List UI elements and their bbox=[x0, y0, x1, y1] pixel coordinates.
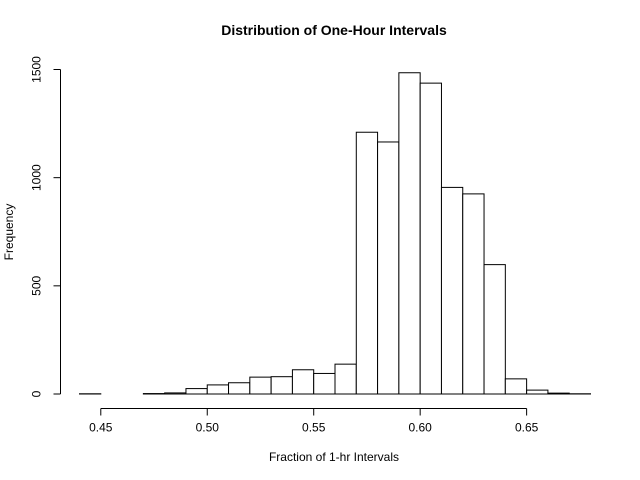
chart-title: Distribution of One-Hour Intervals bbox=[221, 22, 447, 38]
y-tick-label: 0 bbox=[30, 390, 44, 397]
x-tick-label: 0.60 bbox=[408, 421, 432, 435]
histogram-bar bbox=[377, 141, 400, 395]
x-tick-label: 0.50 bbox=[196, 421, 220, 435]
histogram-bar bbox=[462, 193, 485, 395]
histogram-bar bbox=[504, 378, 528, 395]
x-axis: 0.45 0.50 0.55 0.60 0.65 bbox=[89, 408, 539, 435]
y-axis-label: Frequency bbox=[2, 204, 16, 261]
histogram-bar bbox=[355, 131, 379, 395]
histogram-bar bbox=[185, 388, 208, 395]
histogram-bar bbox=[526, 389, 549, 395]
x-tick-label: 0.65 bbox=[515, 421, 539, 435]
histogram-bar bbox=[164, 392, 187, 395]
bars-group bbox=[79, 72, 592, 395]
x-tick-label: 0.55 bbox=[302, 421, 326, 435]
y-tick-label: 1500 bbox=[30, 56, 44, 83]
histogram-bar bbox=[334, 363, 357, 395]
histogram-bar bbox=[313, 372, 336, 395]
histogram-bar bbox=[419, 82, 442, 395]
histogram-bar bbox=[206, 384, 230, 395]
histogram-bar bbox=[270, 376, 293, 395]
histogram-bar bbox=[483, 264, 506, 395]
y-tick-label: 500 bbox=[30, 276, 44, 296]
x-axis-label: Fraction of 1-hr Intervals bbox=[269, 450, 399, 464]
histogram-bar bbox=[547, 392, 570, 395]
y-tick-label: 1000 bbox=[30, 164, 44, 191]
y-axis: 0 500 1000 1500 bbox=[30, 56, 61, 397]
histogram-bar bbox=[440, 186, 464, 395]
histogram-bar bbox=[398, 72, 421, 395]
histogram-bar bbox=[249, 376, 272, 395]
histogram-bar bbox=[228, 382, 251, 395]
histogram-bar bbox=[291, 369, 315, 395]
x-tick-label: 0.45 bbox=[89, 421, 113, 435]
